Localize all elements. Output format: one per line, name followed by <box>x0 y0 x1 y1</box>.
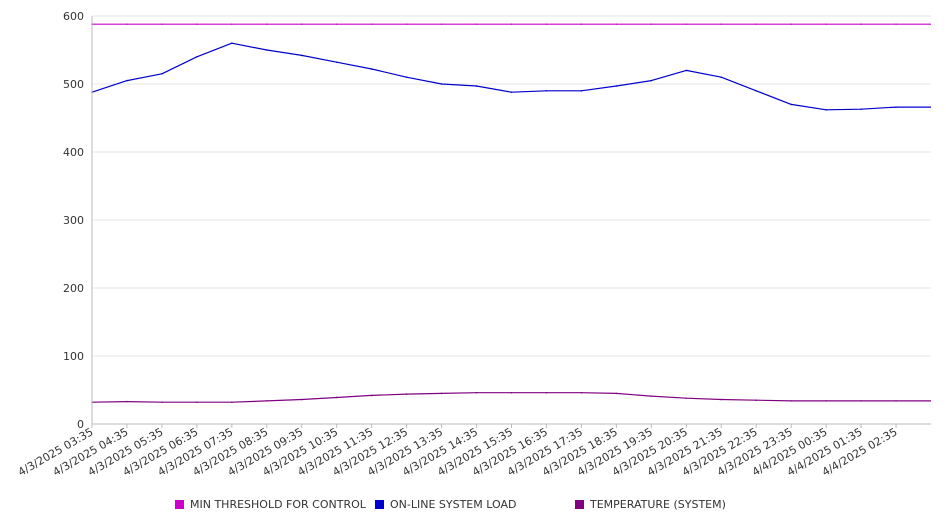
data-point <box>510 23 513 25</box>
data-point <box>825 109 827 111</box>
data-point <box>860 23 862 25</box>
legend-item-min-threshold[interactable]: MIN THRESHOLD FOR CONTROL <box>175 498 366 511</box>
data-point <box>126 79 128 82</box>
data-point <box>545 23 548 25</box>
data-point <box>685 397 688 399</box>
data-point <box>405 76 408 78</box>
data-point <box>720 23 723 25</box>
data-point <box>300 23 303 25</box>
data-point <box>650 79 653 82</box>
data-point <box>265 400 268 402</box>
data-point <box>510 391 513 394</box>
data-point <box>580 391 583 394</box>
data-point <box>265 23 268 25</box>
y-tick-label: 400 <box>63 146 84 159</box>
data-point <box>405 393 408 395</box>
data-point <box>196 401 198 404</box>
legend-swatch-min-threshold <box>175 500 184 509</box>
data-point <box>895 23 897 25</box>
data-point <box>895 400 897 402</box>
data-point <box>231 401 233 404</box>
data-point <box>370 23 373 25</box>
data-point <box>196 23 198 25</box>
data-point <box>755 399 758 402</box>
data-point <box>720 76 723 78</box>
data-point <box>475 391 478 394</box>
grid-layer <box>92 15 931 357</box>
data-point <box>580 23 583 25</box>
data-point <box>475 23 478 25</box>
legend-item-system-load[interactable]: ON-LINE SYSTEM LOAD <box>375 498 516 511</box>
legend-item-temperature[interactable]: TEMPERATURE (SYSTEM) <box>575 498 726 511</box>
data-point <box>755 23 758 25</box>
legend-swatch-temperature <box>575 500 584 509</box>
data-point <box>825 23 827 25</box>
data-point <box>335 396 338 399</box>
data-point <box>510 91 513 93</box>
y-tick-label: 0 <box>77 418 84 431</box>
y-tick-label: 500 <box>63 78 84 91</box>
data-point <box>685 69 688 72</box>
data-point <box>825 400 827 402</box>
data-point <box>580 90 583 92</box>
data-point <box>790 400 792 402</box>
legend-swatch-system-load <box>375 500 384 509</box>
y-tick-label: 200 <box>63 282 84 295</box>
legend-label-system-load: ON-LINE SYSTEM LOAD <box>390 498 517 511</box>
data-point <box>370 394 373 397</box>
data-point <box>790 23 792 25</box>
data-point <box>440 23 443 25</box>
data-point <box>545 391 548 394</box>
data-point <box>860 400 862 402</box>
data-point <box>895 106 897 108</box>
series-layer <box>91 23 931 404</box>
data-point <box>300 398 303 401</box>
data-point <box>265 49 268 51</box>
data-point <box>475 85 478 87</box>
data-point <box>126 23 128 25</box>
legend-label-temperature: TEMPERATURE (SYSTEM) <box>590 498 726 511</box>
series-line-2 <box>91 392 931 403</box>
data-point <box>720 398 723 401</box>
data-point <box>650 395 653 397</box>
series-line-1 <box>91 42 931 111</box>
data-point <box>335 23 338 25</box>
data-point <box>231 42 233 44</box>
data-point <box>860 108 862 110</box>
data-point <box>161 73 163 75</box>
data-point <box>196 56 198 58</box>
data-point <box>126 400 128 403</box>
legend: MIN THRESHOLD FOR CONTROL ON-LINE SYSTEM… <box>0 498 946 514</box>
data-point <box>790 103 792 106</box>
data-point <box>231 23 233 25</box>
y-tick-label: 600 <box>63 10 84 23</box>
data-point <box>440 83 443 85</box>
data-point <box>615 392 618 395</box>
data-point <box>440 392 443 395</box>
y-tick-label: 300 <box>63 214 84 227</box>
data-point <box>161 401 163 404</box>
y-tick-label: 100 <box>63 350 84 363</box>
data-point <box>615 85 618 87</box>
data-point <box>300 54 303 57</box>
data-point <box>650 23 653 25</box>
data-point <box>370 68 373 70</box>
data-point <box>405 23 408 25</box>
data-point <box>161 23 163 25</box>
data-point <box>755 90 758 92</box>
data-point <box>335 61 338 64</box>
data-point <box>615 23 618 25</box>
legend-label-min-threshold: MIN THRESHOLD FOR CONTROL <box>190 498 366 511</box>
data-point <box>545 90 548 92</box>
data-point <box>685 23 688 25</box>
